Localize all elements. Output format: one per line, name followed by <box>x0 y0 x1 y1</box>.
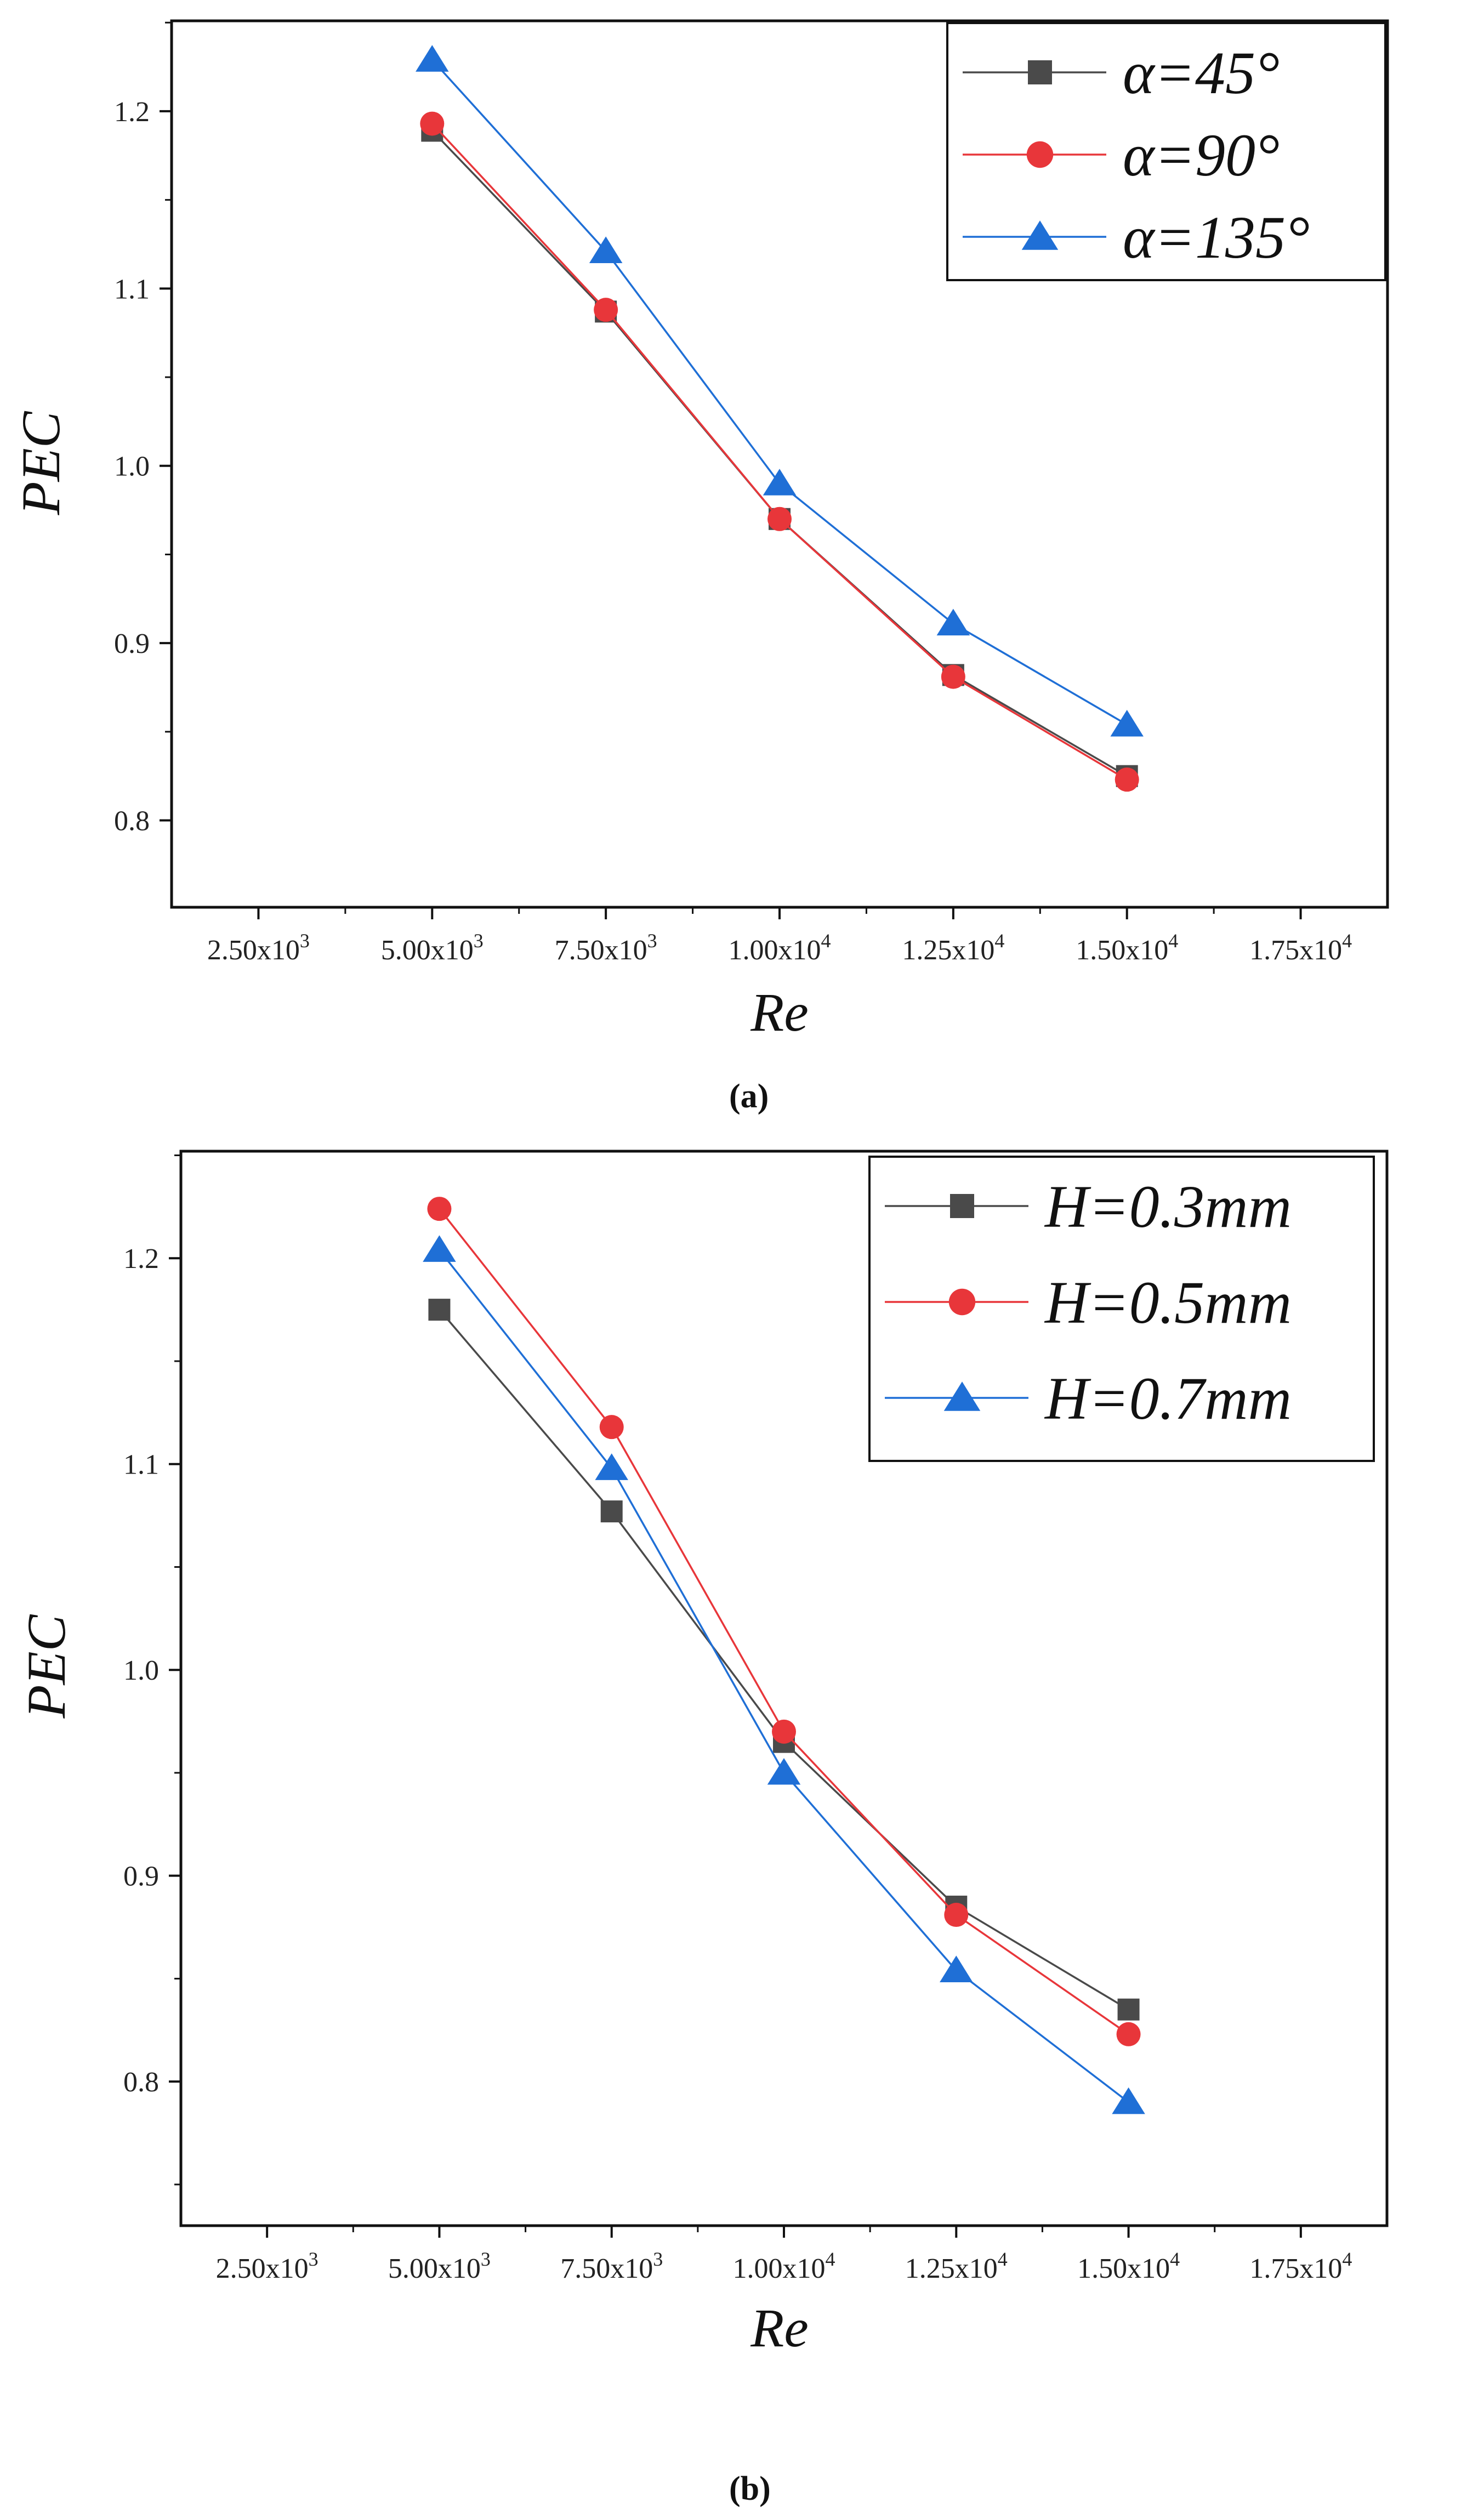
legend-marker <box>1028 60 1052 84</box>
x-tick-exponent: 4 <box>821 930 831 952</box>
x-tick-label: 1.75x104 <box>1249 930 1352 966</box>
x-tick-exponent: 3 <box>653 2248 663 2270</box>
data-point-series-3 <box>1112 2087 1145 2114</box>
x-tick-label: 5.00x103 <box>388 2248 491 2284</box>
legend-label: H=0.7mm <box>1044 1365 1292 1432</box>
legend-label: H=0.3mm <box>1044 1173 1292 1240</box>
legend-label: α=90° <box>1123 122 1280 189</box>
y-tick-label: 0.8 <box>114 806 150 837</box>
x-tick-label: 7.50x103 <box>560 2248 663 2284</box>
legend-label: α=135° <box>1123 204 1310 271</box>
data-point-series-3 <box>589 236 623 264</box>
x-axis-title: Re <box>750 2297 808 2358</box>
x-tick-exponent: 4 <box>826 2248 835 2270</box>
legend-marker <box>943 1381 981 1411</box>
x-tick-label: 5.00x103 <box>381 930 484 966</box>
legend: H=0.3mm H=0.5mm H=0.7mm <box>868 1156 1375 1462</box>
data-point-series-3 <box>763 469 797 496</box>
data-point-series-2 <box>944 1903 969 1927</box>
data-point-series-2 <box>767 507 792 531</box>
legend-marker <box>950 1194 974 1218</box>
chart-panel-a: 0.8 0.9 1.0 1.1 1.2 2.50x103 5.00x103 7.50x103… <box>10 19 1389 1115</box>
data-point-series-3 <box>423 1235 456 1262</box>
x-tick-exponent: 4 <box>1342 2248 1352 2270</box>
x-tick-exponent: 3 <box>474 930 484 952</box>
x-tick-label: 1.75x104 <box>1249 2248 1352 2284</box>
data-point-series-3 <box>416 45 449 72</box>
legend-label: α=45° <box>1123 39 1280 106</box>
x-tick-label: 1.50x104 <box>1076 930 1178 966</box>
x-tick-exponent: 4 <box>994 930 1004 952</box>
data-point-series-2 <box>1115 767 1139 792</box>
legend: α=45° α=90° α=135° <box>946 22 1386 281</box>
x-tick-labels: 2.50x103 5.00x103 7.50x103 1.00x104 1.25x104… <box>207 930 1352 966</box>
data-point-series-2 <box>1116 2022 1141 2046</box>
legend-marker <box>1026 141 1054 168</box>
data-point-series-1 <box>1117 1998 1140 2021</box>
x-tick-exponent: 4 <box>1170 2248 1180 2270</box>
x-tick-label: 1.25x104 <box>905 2248 1008 2284</box>
data-point-series-3 <box>936 608 970 636</box>
x-tick-exponent: 3 <box>647 930 657 952</box>
y-tick-label: 0.9 <box>114 628 150 659</box>
tick-marks <box>169 1154 1302 2238</box>
x-tick-label: 1.00x104 <box>729 930 831 966</box>
y-tick-label: 1.2 <box>114 96 150 128</box>
y-axis-title: PEC <box>10 411 71 515</box>
series-layer <box>416 45 1144 792</box>
data-point-series-2 <box>941 664 965 689</box>
data-point-series-2 <box>427 1197 452 1221</box>
data-point-series-2 <box>599 1415 624 1440</box>
data-point-series-2 <box>420 111 445 136</box>
x-tick-exponent: 3 <box>300 930 310 952</box>
legend-marker <box>948 1288 976 1316</box>
tick-marks <box>160 21 1302 919</box>
y-tick-label: 0.8 <box>123 2067 159 2098</box>
y-tick-label: 0.9 <box>123 1861 159 1892</box>
x-tick-label: 7.50x103 <box>555 930 657 966</box>
data-point-series-1 <box>600 1500 623 1523</box>
legend-marker <box>1021 220 1059 250</box>
data-point-series-3 <box>767 1757 801 1785</box>
x-tick-exponent: 4 <box>998 2248 1008 2270</box>
y-tick-label: 1.1 <box>123 1449 159 1481</box>
x-tick-exponent: 3 <box>309 2248 319 2270</box>
x-tick-label: 2.50x103 <box>207 930 310 966</box>
x-tick-labels: 2.50x103 5.00x103 7.50x103 1.00x104 1.25x104… <box>216 2248 1352 2284</box>
data-point-series-2 <box>772 1719 796 1744</box>
x-tick-exponent: 4 <box>1168 930 1178 952</box>
x-tick-label: 1.00x104 <box>733 2248 835 2284</box>
chart-panel-b: 0.8 0.9 1.0 1.1 1.2 2.50x103 5.00x103 7.50x103… <box>16 1150 1389 2507</box>
data-point-series-2 <box>594 298 618 322</box>
x-tick-label: 1.25x104 <box>902 930 1004 966</box>
data-point-series-3 <box>940 1955 973 1983</box>
data-point-series-3 <box>1110 709 1144 737</box>
y-tick-label: 1.1 <box>114 274 150 305</box>
data-point-series-3 <box>595 1453 628 1480</box>
y-tick-labels: 0.8 0.9 1.0 1.1 1.2 <box>123 1243 159 2098</box>
legend-label: H=0.5mm <box>1044 1269 1292 1336</box>
y-tick-label: 1.0 <box>123 1655 159 1686</box>
caption-a: (a) <box>729 1078 769 1115</box>
x-tick-exponent: 3 <box>481 2248 491 2270</box>
y-axis-title: PEC <box>16 1614 77 1719</box>
y-tick-label: 1.0 <box>114 451 150 482</box>
x-tick-label: 1.50x104 <box>1077 2248 1180 2284</box>
y-tick-label: 1.2 <box>123 1243 159 1275</box>
x-tick-label: 2.50x103 <box>216 2248 319 2284</box>
data-point-series-1 <box>428 1299 451 1321</box>
x-axis-title: Re <box>750 982 808 1043</box>
x-tick-exponent: 4 <box>1342 930 1352 952</box>
y-tick-labels: 0.8 0.9 1.0 1.1 1.2 <box>114 96 150 837</box>
series-layer <box>423 1197 1145 2114</box>
caption-b: (b) <box>729 2470 771 2507</box>
